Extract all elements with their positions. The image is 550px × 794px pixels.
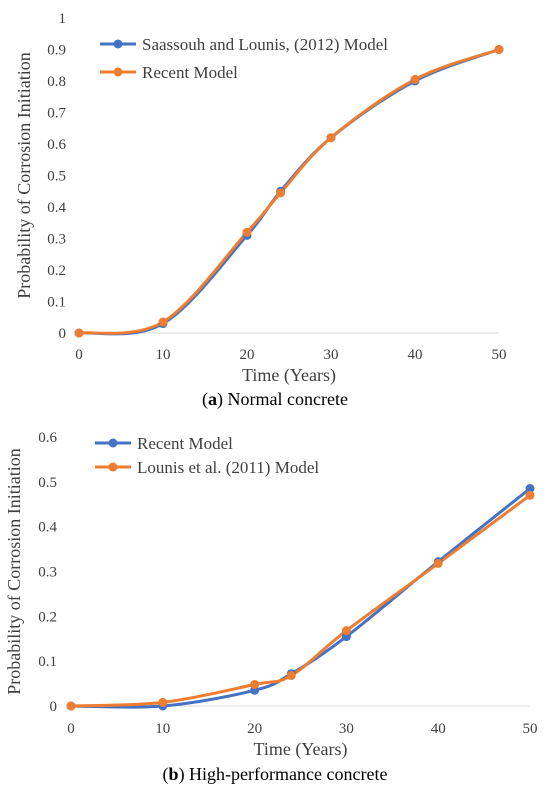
series-line <box>69 487 532 709</box>
legend-marker <box>108 438 118 448</box>
data-point <box>276 188 286 198</box>
x-tick-label: 50 <box>523 721 538 737</box>
x-tick-label: 20 <box>240 347 255 363</box>
y-tick-label: 0.3 <box>38 565 57 581</box>
figure-caption: (a) Normal concrete <box>202 389 348 410</box>
y-tick-label: 0.2 <box>47 263 66 279</box>
series-line <box>77 48 501 336</box>
chart-b: 0 0.1 0.2 0.3 0.4 0.5 0.6 0 10 20 30 40 50 Time (Year… <box>4 430 538 785</box>
data-point <box>433 558 443 568</box>
x-tick-label: 10 <box>156 347 171 363</box>
legend-entry: Recent Model <box>100 63 238 82</box>
data-point <box>494 45 504 54</box>
data-point <box>326 133 336 143</box>
y-tick-label: 0 <box>59 326 67 342</box>
legend-label: Recent Model <box>137 434 233 453</box>
x-tick-label: 40 <box>408 347 423 363</box>
legend-marker <box>108 462 118 472</box>
data-point <box>250 679 260 689</box>
legend-marker <box>113 67 123 77</box>
x-tick-label: 30 <box>324 347 339 363</box>
x-axis-label: Time (Years) <box>242 365 336 386</box>
y-tick-label: 0.6 <box>47 137 66 153</box>
x-tick-label: 50 <box>492 347 507 363</box>
y-tick-label: 0.2 <box>38 609 57 625</box>
y-tick-label: 0.1 <box>47 295 66 311</box>
y-tick-label: 0.9 <box>47 43 66 59</box>
y-tick-label: 0.4 <box>47 200 66 216</box>
legend-entry: Saassouh and Lounis, (2012) Model <box>100 35 388 54</box>
y-tick-label: 0 <box>50 699 58 715</box>
y-tick-label: 1 <box>59 11 67 27</box>
chart-a: 00.10.20.30.40.50.60.70.80.910 10 20 30 40 50… <box>14 11 507 410</box>
x-tick-label: 40 <box>431 721 446 737</box>
data-point <box>66 701 76 711</box>
x-tick-label: 0 <box>75 347 83 363</box>
x-tick-label: 20 <box>247 721 262 737</box>
y-tick-label: 0.7 <box>47 106 66 122</box>
y-axis-label: Probability of Corrosion Initiation <box>14 52 34 298</box>
y-tick-label: 0.1 <box>38 654 57 670</box>
legend-label: Recent Model <box>142 63 238 82</box>
data-point <box>410 74 420 84</box>
data-point <box>74 328 84 338</box>
legend-marker <box>113 39 123 49</box>
x-tick-label: 10 <box>155 721 170 737</box>
y-tick-label: 0.5 <box>47 169 66 185</box>
y-tick-label: 0.8 <box>47 74 66 90</box>
data-point <box>341 626 351 636</box>
y-tick-label: 0.4 <box>38 520 57 536</box>
data-point <box>242 227 252 237</box>
x-tick-label: 30 <box>339 721 354 737</box>
series-line <box>69 493 532 708</box>
data-point <box>525 490 535 500</box>
legend-label: Lounis et al. (2011) Model <box>137 458 319 477</box>
x-tick-label: 0 <box>67 721 75 737</box>
figure-caption: (b) High-performance concrete <box>163 764 388 785</box>
y-axis-label: Probability of Corrosion Initiation <box>4 448 24 694</box>
x-axis-label: Time (Years) <box>253 739 347 760</box>
data-point <box>158 697 168 707</box>
y-tick-label: 0.6 <box>38 430 57 446</box>
legend-label: Saassouh and Lounis, (2012) Model <box>142 35 388 54</box>
y-tick-label: 0.5 <box>38 475 57 491</box>
legend-entry: Lounis et al. (2011) Model <box>95 458 319 477</box>
legend-entry: Recent Model <box>95 434 233 453</box>
series-line <box>77 48 501 335</box>
data-point <box>525 484 535 494</box>
data-point <box>158 317 168 327</box>
data-point <box>286 671 296 681</box>
y-tick-label: 0.3 <box>47 232 66 248</box>
